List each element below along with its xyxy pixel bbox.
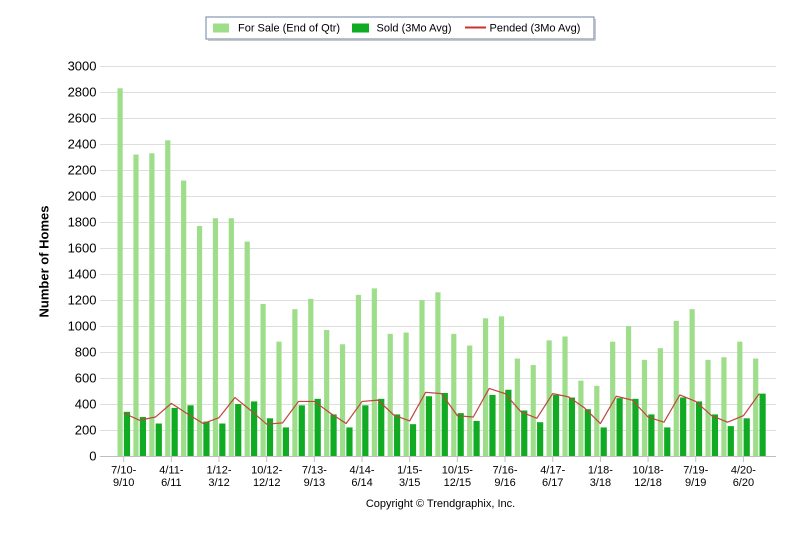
svg-text:Copyright © Trendgraphix, Inc.: Copyright © Trendgraphix, Inc.: [366, 498, 515, 510]
svg-text:9/13: 9/13: [304, 477, 325, 489]
svg-text:9/19: 9/19: [685, 477, 706, 489]
svg-text:9/16: 9/16: [494, 477, 515, 489]
svg-text:200: 200: [75, 423, 97, 438]
svg-text:7/19-: 7/19-: [683, 465, 708, 477]
svg-text:1/12-: 1/12-: [207, 465, 232, 477]
svg-text:4/20-: 4/20-: [731, 465, 756, 477]
svg-text:1/15-: 1/15-: [397, 465, 422, 477]
svg-text:7/13-: 7/13-: [302, 465, 327, 477]
svg-text:10/12-: 10/12-: [251, 465, 283, 477]
svg-text:1600: 1600: [68, 241, 97, 256]
svg-text:1800: 1800: [68, 215, 97, 230]
svg-text:7/10-: 7/10-: [111, 465, 136, 477]
svg-text:400: 400: [75, 397, 97, 412]
svg-text:4/14-: 4/14-: [350, 465, 375, 477]
svg-text:2000: 2000: [68, 189, 97, 204]
svg-text:For Sale (End of Qtr): For Sale (End of Qtr): [238, 23, 340, 35]
svg-text:0: 0: [89, 449, 96, 464]
svg-text:1000: 1000: [68, 319, 97, 334]
svg-text:3/15: 3/15: [399, 477, 420, 489]
svg-text:6/20: 6/20: [733, 477, 754, 489]
svg-text:4/11-: 4/11-: [159, 465, 184, 477]
svg-text:7/16-: 7/16-: [493, 465, 518, 477]
svg-text:3/18: 3/18: [590, 477, 611, 489]
svg-text:6/17: 6/17: [542, 477, 563, 489]
svg-text:4/17-: 4/17-: [540, 465, 565, 477]
svg-text:10/18-: 10/18-: [632, 465, 664, 477]
svg-text:Number of Homes: Number of Homes: [37, 206, 52, 318]
svg-text:2400: 2400: [68, 137, 97, 152]
svg-text:12/15: 12/15: [444, 477, 472, 489]
svg-text:2200: 2200: [68, 163, 97, 178]
svg-text:3000: 3000: [68, 59, 97, 74]
svg-text:2600: 2600: [68, 111, 97, 126]
svg-text:Sold (3Mo Avg): Sold (3Mo Avg): [377, 23, 452, 35]
svg-text:800: 800: [75, 345, 97, 360]
svg-text:6/11: 6/11: [161, 477, 182, 489]
svg-text:12/18: 12/18: [634, 477, 662, 489]
svg-text:2800: 2800: [68, 85, 97, 100]
svg-text:3/12: 3/12: [208, 477, 229, 489]
svg-text:1400: 1400: [68, 267, 97, 282]
svg-text:10/15-: 10/15-: [442, 465, 474, 477]
svg-text:600: 600: [75, 371, 97, 386]
svg-text:1/18-: 1/18-: [588, 465, 613, 477]
svg-text:12/12: 12/12: [253, 477, 281, 489]
svg-text:Pended (3Mo Avg): Pended (3Mo Avg): [490, 23, 581, 35]
svg-text:6/14: 6/14: [351, 477, 372, 489]
svg-text:9/10: 9/10: [113, 477, 134, 489]
svg-text:1200: 1200: [68, 293, 97, 308]
